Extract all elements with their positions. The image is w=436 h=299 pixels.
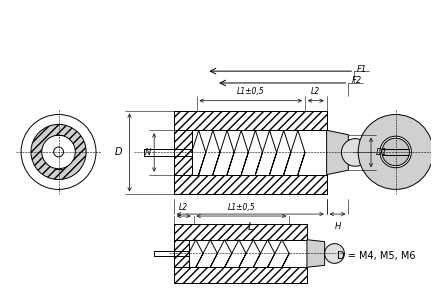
Polygon shape (307, 240, 325, 267)
Bar (174, 130, 191, 175)
Text: D: D (115, 147, 123, 158)
Bar (174, 111, 327, 130)
Bar (174, 224, 307, 240)
Circle shape (380, 136, 412, 168)
Circle shape (341, 139, 369, 166)
Circle shape (382, 138, 409, 166)
Circle shape (325, 244, 344, 263)
Bar (174, 111, 327, 194)
Text: L2: L2 (311, 87, 320, 96)
Bar (174, 267, 307, 283)
Text: L: L (248, 222, 253, 232)
Circle shape (42, 135, 75, 169)
Circle shape (21, 115, 96, 190)
Bar (174, 240, 189, 267)
Bar (174, 175, 327, 194)
Text: L1±0,5: L1±0,5 (237, 87, 265, 96)
Bar (174, 267, 307, 283)
Text: N: N (145, 148, 151, 157)
Bar (174, 240, 189, 267)
Text: D1: D1 (376, 148, 388, 157)
Bar (174, 130, 191, 175)
Circle shape (54, 147, 64, 157)
Bar (174, 111, 327, 130)
Text: L1±0,5: L1±0,5 (228, 203, 255, 212)
Circle shape (358, 115, 433, 190)
Text: D = M4, M5, M6: D = M4, M5, M6 (337, 251, 415, 261)
Bar (174, 175, 327, 194)
Text: F2: F2 (351, 77, 361, 86)
Text: L2: L2 (179, 203, 188, 212)
Bar (174, 224, 307, 240)
Text: H: H (334, 222, 341, 231)
Text: F1: F1 (357, 65, 368, 74)
Polygon shape (327, 130, 348, 175)
Bar (174, 224, 307, 283)
Circle shape (31, 124, 86, 180)
